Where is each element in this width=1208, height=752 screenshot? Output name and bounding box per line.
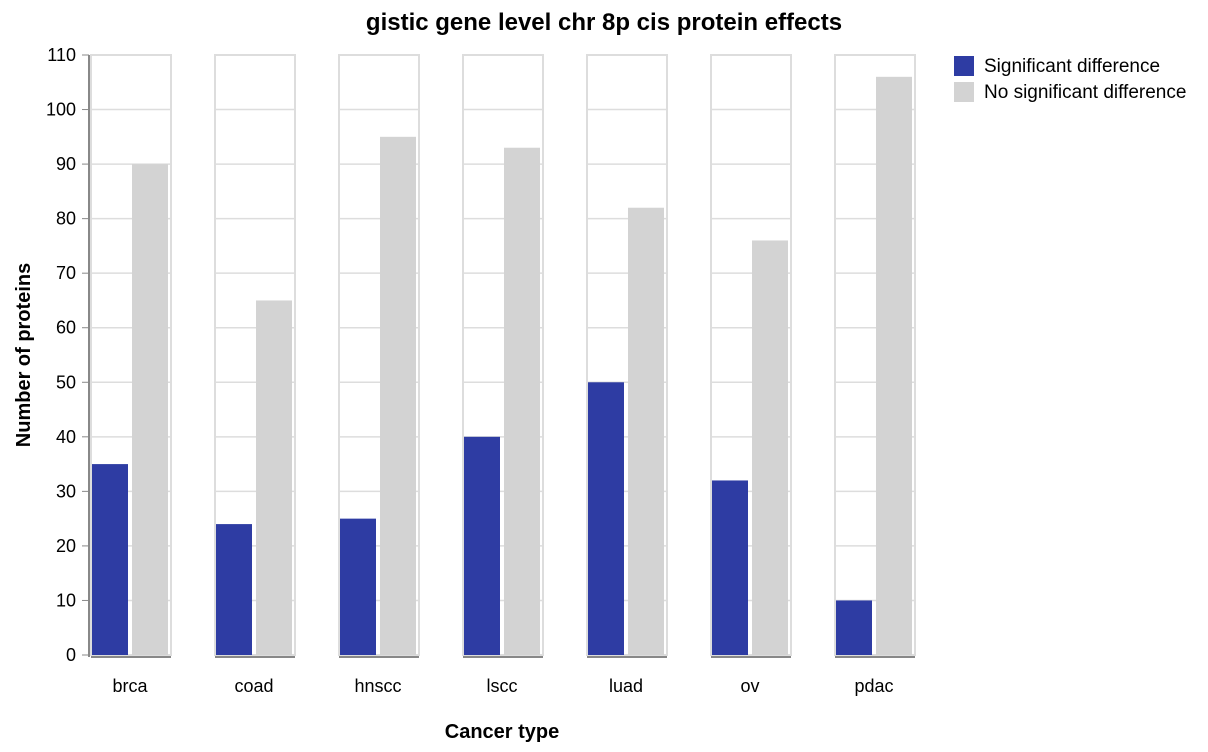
panel-luad: Significant difference: 50No significant… (586, 54, 668, 696)
panel-hnscc: Significant difference: 25No significant… (338, 54, 420, 696)
panel-ov: Significant difference: 32No significant… (710, 54, 792, 696)
y-tick-label: 0 (66, 645, 76, 665)
x-tick-label: coad (234, 676, 273, 696)
bar-coad-not-significant: No significant difference: 65 (256, 300, 292, 655)
legend-swatch (954, 56, 974, 76)
y-tick-label: 30 (56, 481, 76, 501)
y-tick-label: 70 (56, 263, 76, 283)
y-tick-label: 20 (56, 536, 76, 556)
bar-hnscc-not-significant: No significant difference: 95 (380, 136, 416, 655)
y-tick-label: 80 (56, 209, 76, 229)
x-tick-label: lscc (487, 676, 518, 696)
panel-coad: Significant difference: 24No significant… (214, 54, 296, 696)
y-tick-label: 10 (56, 590, 76, 610)
bar-hnscc-significant: Significant difference: 25 (340, 518, 376, 655)
y-tick-label: 60 (56, 318, 76, 338)
bar-brca-not-significant: No significant difference: 90 (132, 164, 168, 655)
x-tick-label: ov (740, 676, 759, 696)
panel-lscc: Significant difference: 40No significant… (462, 54, 544, 696)
legend-label: Significant difference (984, 56, 1160, 77)
legend: Significant difference No significant dif… (954, 56, 1186, 103)
bar-coad-significant: Significant difference: 24 (216, 524, 252, 655)
legend-label: No significant difference (984, 82, 1186, 103)
bar-brca-significant: Significant difference: 35 (92, 464, 128, 655)
bar-lscc-not-significant: No significant difference: 93 (504, 147, 540, 655)
legend-swatch (954, 82, 974, 102)
x-axis-title: Cancer type (445, 721, 560, 743)
bar-ov-significant: Significant difference: 32 (712, 480, 748, 655)
y-tick-label: 40 (56, 427, 76, 447)
x-tick-label: pdac (854, 676, 893, 696)
y-tick-label: 50 (56, 372, 76, 392)
bar-pdac-significant: Significant difference: 10 (836, 600, 872, 655)
panel-pdac: Significant difference: 10No significant… (834, 54, 916, 696)
bar-pdac-not-significant: No significant difference: 106 (876, 76, 912, 656)
x-tick-label: hnscc (354, 676, 401, 696)
x-tick-label: brca (112, 676, 148, 696)
chart-title: gistic gene level chr 8p cis protein eff… (366, 9, 842, 36)
y-tick-label: 100 (46, 100, 76, 120)
y-axis-title: Number of proteins (13, 263, 35, 447)
y-axis: 0 10 20 30 40 50 60 70 80 90 100 110 (46, 45, 90, 665)
y-tick-label: 110 (47, 45, 76, 65)
x-tick-label: luad (609, 676, 643, 696)
bar-luad-significant: Significant difference: 50 (588, 382, 624, 655)
chart-panels: Significant difference: 35No significant… (90, 54, 916, 696)
bar-lscc-significant: Significant difference: 40 (464, 436, 500, 655)
panel-brca: Significant difference: 35No significant… (90, 54, 172, 696)
y-tick-label: 90 (56, 154, 76, 174)
bar-luad-not-significant: No significant difference: 82 (628, 207, 664, 655)
bar-ov-not-significant: No significant difference: 76 (752, 240, 788, 656)
